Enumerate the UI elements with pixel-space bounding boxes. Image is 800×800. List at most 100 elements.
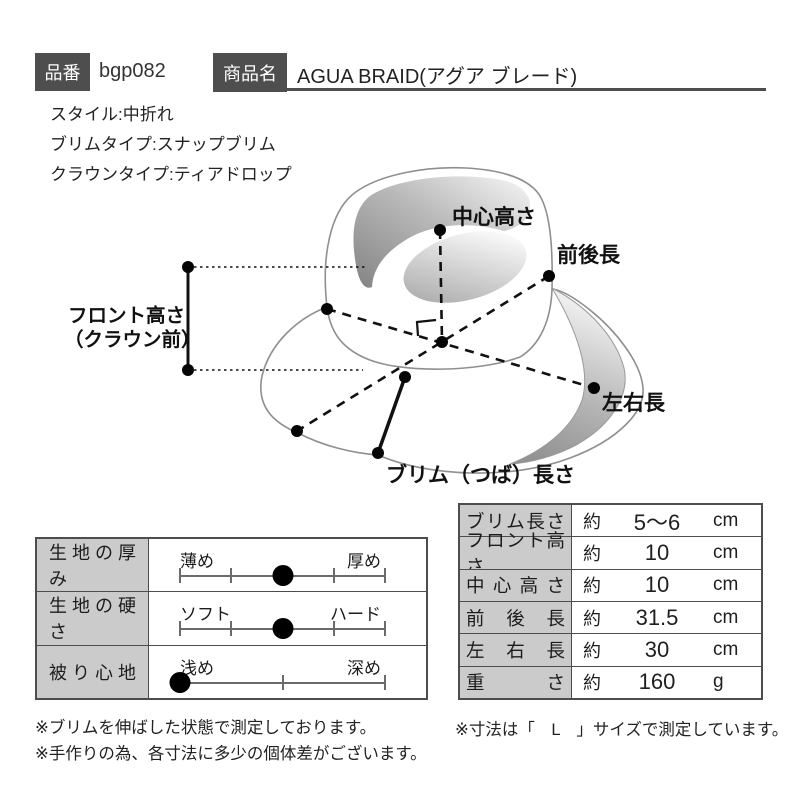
scale-tick (332, 621, 335, 637)
row-label-fit-depth: 被り心地 (37, 645, 149, 698)
label-front-height-line1: フロント高さ (68, 304, 185, 327)
product-name-tag-label: 商品名 (223, 63, 277, 84)
scale-min-label: 薄め (180, 552, 214, 571)
item-number-tag-label: 品番 (44, 63, 81, 83)
hat-brim-edge-shading (509, 286, 626, 465)
row-value-front-back-length: 約 31.5 cm (572, 602, 761, 633)
scale-min-label: ソフト (180, 605, 231, 625)
row-label-fabric-thickness: 生地の厚み (37, 539, 149, 592)
measurement-unit: g (713, 671, 724, 693)
table-row: 重さ 約 160 g (460, 665, 761, 698)
measurement-value: 5～6 (633, 509, 681, 535)
scale-track (179, 618, 386, 640)
product-name-value: AGUA BRAID(アグア ブレード) (297, 66, 578, 88)
front-back-dashed-line (296, 274, 550, 433)
label-front-height-line2: （クラウン前） (64, 328, 201, 351)
dot-center-base (436, 336, 448, 348)
scale-position-dot (272, 565, 293, 586)
table-row: ブリム長さ 約 5～6 cm (460, 505, 761, 537)
row-label-front-height: フロント高さ (460, 530, 572, 577)
product-name-tag: 商品名 (213, 53, 287, 92)
dot-center-height-top (434, 224, 446, 236)
scale-tick (179, 568, 181, 583)
measurement-value: 31.5 (635, 604, 679, 630)
fabric-feel-table: 生地の厚み 薄め 厚め 生地の硬さ ソフト ハード 被り心地 浅め 深め (35, 537, 428, 700)
table-row: フロント高さ 約 10 cm (460, 530, 761, 577)
approx-prefix: 約 (583, 576, 601, 597)
row-value-brim-length: 約 5～6 cm (572, 505, 761, 536)
label-left-right-length: 左右長 (602, 391, 666, 415)
scale-max-label: ハード (330, 605, 381, 625)
row-label-brim-length: ブリム長さ (460, 505, 572, 537)
approx-prefix: 約 (583, 608, 601, 629)
scale-tick (281, 674, 284, 690)
dot-brim-top (399, 371, 411, 383)
right-angle-mark (415, 318, 437, 337)
hat-crown-dent-shadow (353, 176, 531, 288)
brim-length-line (376, 376, 407, 454)
label-front-back-length: 前後長 (557, 243, 621, 267)
measurement-unit: cm (713, 606, 739, 628)
dot-front-back-right (543, 270, 555, 282)
scale-track (169, 671, 386, 693)
row-label-weight: 重さ (460, 666, 572, 698)
hat-crown-dent (403, 231, 527, 303)
scale-tick (230, 568, 233, 583)
row-label-left-right-length: 左右長 (460, 634, 572, 666)
scale-max-label: 厚め (347, 552, 381, 571)
row-label-center-height: 中心高さ (460, 569, 572, 601)
fabric-thickness-scale: 薄め 厚め (149, 539, 426, 591)
row-value-weight: 約 160 g (572, 667, 761, 698)
scale-tick (384, 621, 386, 637)
hat-illustration (260, 166, 644, 474)
header-underline (287, 88, 766, 91)
scale-max-label: 深め (347, 658, 381, 678)
note-handmade-variation: ※手作りの為、各寸法に多少の個体差がございます。 (35, 745, 427, 763)
scale-tick (384, 674, 386, 690)
scale-tick (332, 568, 335, 583)
table-row: 生地の硬さ ソフト ハード (37, 591, 426, 645)
dot-left-right-left (321, 303, 333, 315)
scale-tick (384, 568, 386, 583)
scale-tick (179, 621, 181, 637)
measurement-unit: cm (713, 509, 739, 531)
scale-min-label: 浅め (180, 658, 214, 678)
table-row: 被り心地 浅め 深め (37, 644, 426, 698)
fit-depth-scale: 浅め 深め (149, 646, 426, 698)
left-right-dashed-line (326, 307, 595, 390)
note-brim-measured-extended: ※ブリムを伸ばした状態で測定しております。 (35, 719, 377, 737)
approx-prefix: 約 (583, 673, 601, 694)
measurement-table: ブリム長さ 約 5～6 cm フロント高さ 約 10 cm 中心高さ 約 10 … (458, 503, 763, 700)
measurement-unit: cm (713, 574, 739, 596)
spec-style: スタイル:中折れ (50, 105, 174, 124)
label-center-height: 中心高さ (452, 205, 536, 229)
spec-crown-type: クラウンタイプ:ティアドロップ (50, 165, 292, 184)
fabric-stiffness-scale: ソフト ハード (149, 592, 426, 644)
spec-brim-type: ブリムタイプ:スナップブリム (50, 135, 276, 154)
dot-brim-bottom (372, 447, 384, 459)
item-number-tag: 品番 (35, 53, 90, 91)
table-row: 中心高さ 約 10 cm (460, 568, 761, 601)
scale-tick (230, 621, 233, 637)
note-measured-size-l: ※寸法は「 L 」サイズで測定しています。 (455, 721, 789, 739)
dot-left-right-right (588, 382, 600, 394)
item-number-value: bgp082 (99, 60, 166, 82)
dot-front-height-top (182, 261, 194, 273)
scale-track (179, 565, 386, 586)
approx-prefix: 約 (583, 543, 601, 564)
scale-position-dot (272, 618, 293, 640)
table-row: 生地の厚み 薄め 厚め (37, 539, 426, 592)
row-value-front-height: 約 10 cm (572, 537, 761, 568)
measurement-value: 30 (644, 636, 670, 662)
measurement-dots (182, 224, 600, 459)
table-row: 左右長 約 30 cm (460, 633, 761, 666)
row-label-front-back-length: 前後長 (460, 601, 572, 634)
measurement-unit: cm (713, 638, 739, 660)
hat-measurement-diagram: 中心高さ 前後長 左右長 ブリム（つば）長さ フロント高さ （クラウン前） (64, 166, 666, 487)
row-value-left-right-length: 約 30 cm (572, 634, 761, 665)
scale-position-dot (169, 671, 191, 693)
dot-front-back-left (291, 425, 303, 437)
approx-prefix: 約 (583, 640, 601, 661)
table-row: 前後長 約 31.5 cm (460, 600, 761, 634)
label-brim-length: ブリム（つば）長さ (386, 463, 575, 487)
